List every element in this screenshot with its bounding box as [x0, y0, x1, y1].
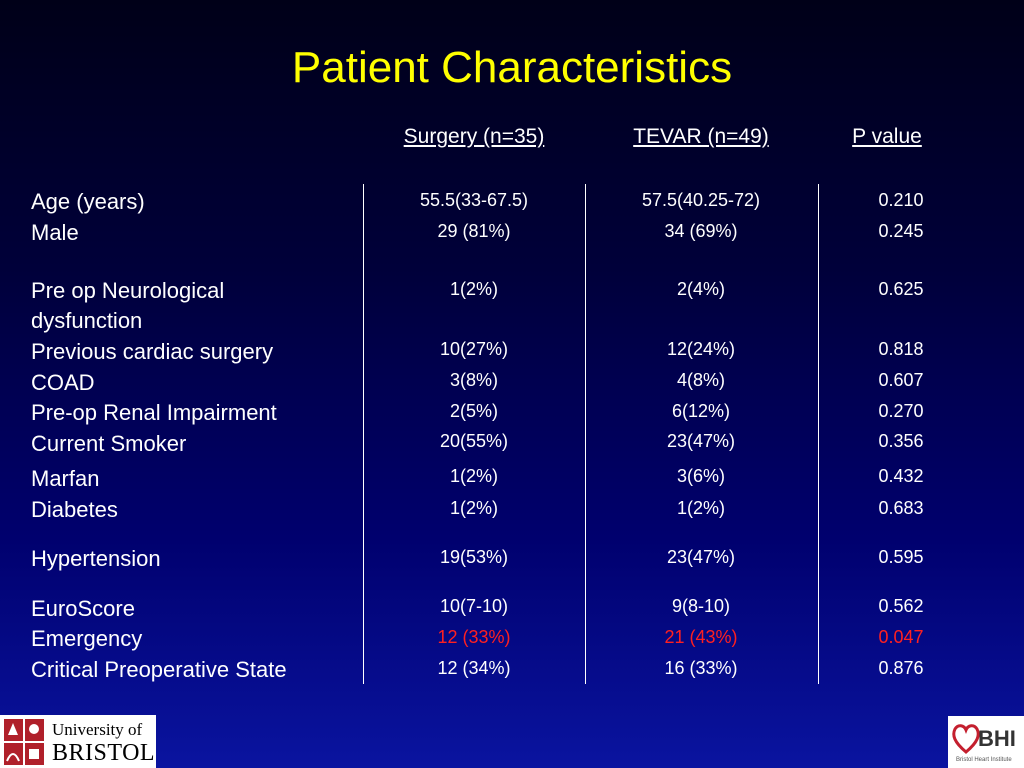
cell-tevar-critical: 16 (33%): [664, 658, 738, 678]
row-label-marfan: Marfan: [31, 466, 100, 491]
cell-tevar-marfan: 3(6%): [676, 466, 725, 486]
heart-icon: [952, 724, 980, 754]
cell-surgery-emergency: 12 (33%): [437, 627, 511, 647]
row-label-smoker: Current Smoker: [31, 431, 187, 456]
cell-pvalue-cardiac: 0.818: [878, 339, 924, 359]
cell-surgery-marfan: 1(2%): [449, 466, 498, 486]
row-label-diabetes: Diabetes: [31, 497, 118, 522]
bhi-wordmark: BHI: [978, 726, 1016, 751]
bristol-crest-icon: [2, 717, 46, 767]
cell-pvalue-age: 0.210: [878, 190, 924, 210]
cell-tevar-cardiac: 12(24%): [666, 339, 736, 359]
cell-pvalue-renal: 0.270: [878, 401, 924, 421]
cell-pvalue-euroscore: 0.562: [878, 596, 924, 616]
cell-pvalue-emergency: 0.047: [878, 627, 924, 647]
column-header-pvalue: P value: [852, 125, 922, 148]
cell-tevar-smoker: 23(47%): [666, 431, 736, 451]
cell-surgery-hypertension: 19(53%): [439, 547, 509, 567]
university-of-bristol-logo: University of BRISTOL: [0, 715, 156, 768]
row-label-hypertension: Hypertension: [31, 546, 161, 571]
row-label-coad: COAD: [31, 370, 95, 395]
cell-surgery-renal: 2(5%): [449, 401, 498, 421]
row-label-neurological: Pre op Neurological: [31, 278, 225, 303]
cell-pvalue-marfan: 0.432: [878, 466, 924, 486]
cell-pvalue-male: 0.245: [878, 221, 924, 241]
slide-title: Patient Characteristics: [291, 43, 733, 92]
cell-tevar-male: 34 (69%): [664, 221, 738, 241]
cell-tevar-renal: 6(12%): [671, 401, 731, 421]
cell-surgery-cardiac: 10(27%): [439, 339, 509, 359]
cell-surgery-neurological: 1(2%): [449, 279, 498, 299]
row-label-age: Age (years): [31, 189, 145, 214]
column-header-tevar: TEVAR (n=49): [633, 125, 769, 148]
cell-pvalue-critical: 0.876: [878, 658, 924, 678]
cell-pvalue-diabetes: 0.683: [878, 498, 924, 518]
cell-tevar-hypertension: 23(47%): [666, 547, 736, 567]
bhi-subtitle: Bristol Heart Institute: [956, 757, 1012, 763]
cell-surgery-coad: 3(8%): [449, 370, 498, 390]
row-label-emergency: Emergency: [31, 626, 143, 651]
row-label-cardiac-surgery: Previous cardiac surgery: [31, 339, 274, 364]
column-header-surgery: Surgery (n=35): [403, 125, 545, 148]
row-label-renal: Pre-op Renal Impairment: [31, 400, 277, 425]
cell-tevar-emergency: 21 (43%): [664, 627, 738, 647]
university-name-line2: BRISTOL: [52, 740, 156, 766]
row-label-euroscore: EuroScore: [31, 596, 135, 621]
cell-surgery-smoker: 20(55%): [439, 431, 509, 451]
cell-pvalue-smoker: 0.356: [878, 431, 924, 451]
cell-tevar-coad: 4(8%): [676, 370, 725, 390]
cell-pvalue-neurological: 0.625: [878, 279, 924, 299]
column-divider: [585, 184, 586, 684]
cell-pvalue-coad: 0.607: [878, 370, 924, 390]
cell-tevar-neurological: 2(4%): [676, 279, 725, 299]
university-name-line1: University of: [52, 720, 143, 739]
cell-tevar-diabetes: 1(2%): [676, 498, 725, 518]
cell-surgery-euroscore: 10(7-10): [439, 596, 509, 616]
cell-tevar-euroscore: 9(8-10): [671, 596, 731, 616]
cell-surgery-critical: 12 (34%): [437, 658, 511, 678]
cell-tevar-age: 57.5(40.25-72): [641, 190, 761, 210]
column-divider: [818, 184, 819, 684]
row-label-neurological-cont: dysfunction: [31, 308, 143, 333]
row-label-critical-state: Critical Preoperative State: [31, 657, 287, 682]
row-label-male: Male: [31, 220, 79, 245]
bristol-heart-institute-logo: BHI Bristol Heart Institute: [948, 716, 1024, 768]
cell-surgery-male: 29 (81%): [437, 221, 511, 241]
cell-pvalue-hypertension: 0.595: [878, 547, 924, 567]
cell-surgery-diabetes: 1(2%): [449, 498, 498, 518]
cell-surgery-age: 55.5(33-67.5): [419, 190, 529, 210]
column-divider: [363, 184, 364, 684]
